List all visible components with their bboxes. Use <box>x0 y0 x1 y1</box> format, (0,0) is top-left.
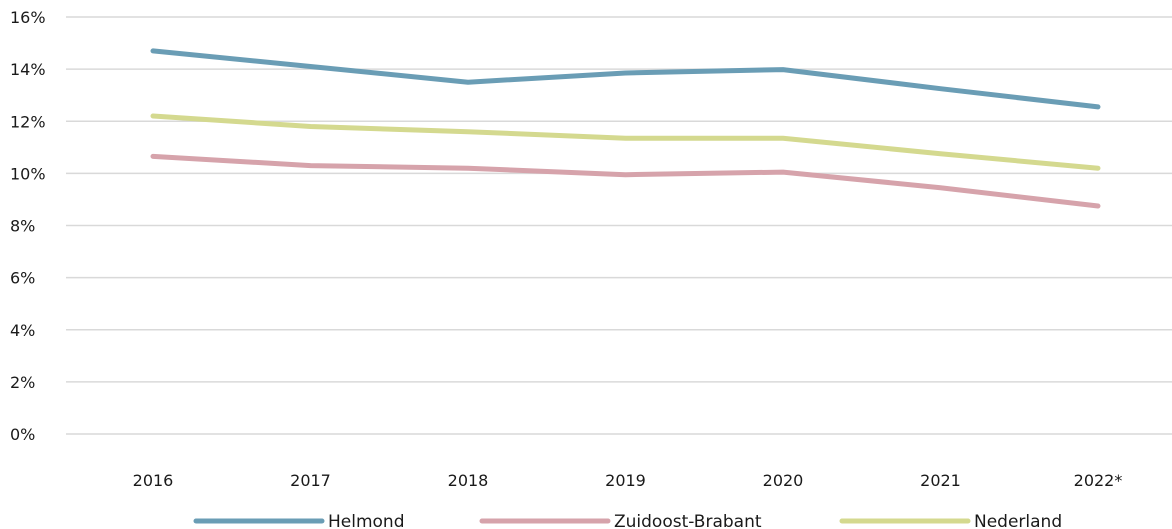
x-tick-label: 2020 <box>763 471 804 490</box>
x-tick-label: 2021 <box>920 471 961 490</box>
x-axis-ticks: 2016 2017 2018 2019 2020 2021 2022* <box>133 471 1123 490</box>
y-tick-label: 10% <box>10 164 46 183</box>
x-tick-label: 2019 <box>605 471 646 490</box>
y-axis-ticks: 0% 2% 4% 6% 8% 10% 12% 14% 16% <box>10 8 46 444</box>
y-tick-label: 4% <box>10 321 35 340</box>
legend-label-helmond: Helmond <box>328 512 405 529</box>
x-tick-label: 2017 <box>290 471 331 490</box>
x-tick-label: 2018 <box>448 471 489 490</box>
y-tick-label: 0% <box>10 425 35 444</box>
y-tick-label: 2% <box>10 373 35 392</box>
y-tick-label: 6% <box>10 269 35 288</box>
y-tick-label: 8% <box>10 217 35 236</box>
x-tick-label: 2022* <box>1074 471 1123 490</box>
gridlines <box>66 16 1172 435</box>
y-tick-label: 12% <box>10 112 46 131</box>
legend-label-zuidoost-brabant: Zuidoost-Brabant <box>614 512 762 529</box>
y-tick-label: 16% <box>10 8 46 27</box>
legend: Helmond Zuidoost-Brabant Nederland <box>193 512 1062 529</box>
y-tick-label: 14% <box>10 60 46 79</box>
series-line-helmond <box>150 48 1101 110</box>
series-lines <box>150 48 1101 209</box>
series-line-nederland <box>150 113 1101 171</box>
x-tick-label: 2016 <box>133 471 174 490</box>
series-line-zuidoost-brabant <box>150 153 1101 209</box>
legend-label-nederland: Nederland <box>974 512 1062 529</box>
